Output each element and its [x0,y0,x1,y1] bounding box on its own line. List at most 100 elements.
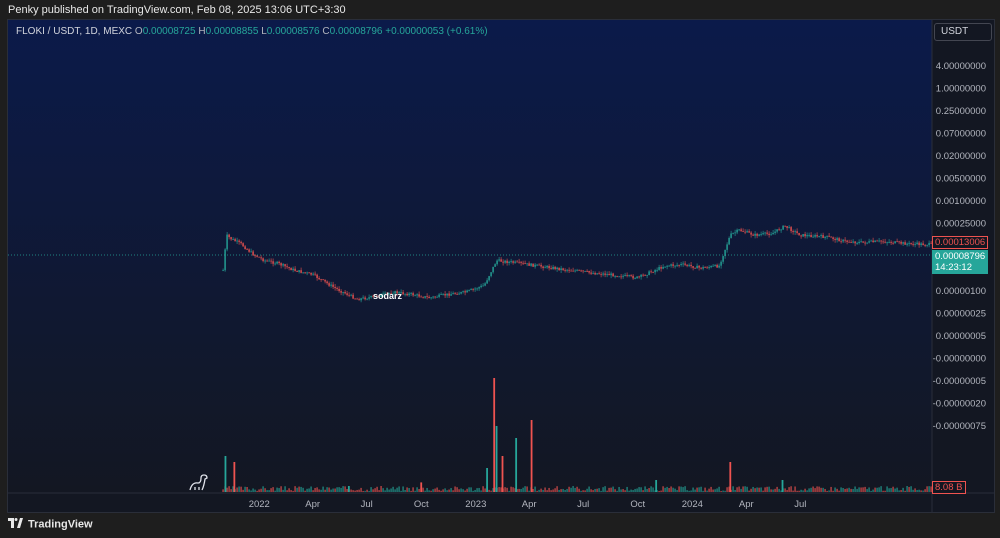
high-value: 0.00008855 [205,26,259,37]
candle-body [254,255,256,257]
candle-body [548,266,550,269]
volume-bar [316,487,318,492]
volume-bar [688,490,690,492]
volume-bar [804,488,806,492]
x-tick-label: Oct [630,499,645,510]
volume-bar [448,489,450,492]
volume-bar [462,489,464,492]
candle-body [418,294,420,297]
time-axis[interactable]: 2022 Apr Jul Oct 2023 Apr Jul Oct 2024 Apr Jul [249,499,807,510]
volume-bar [702,490,704,492]
candle-body [530,263,532,266]
volume-bar [680,486,682,492]
volume-bar [406,487,408,492]
volume-bar [296,487,298,492]
volume-bar [818,486,820,492]
candle-body [508,261,510,263]
candle-body [462,291,464,293]
brand-label: TradingView [28,518,93,531]
volume-bar [918,489,920,492]
y-tick-label: -0.00000000 [933,354,986,365]
candle-body [600,273,602,275]
volume-bar [650,486,652,492]
volume-bar [872,489,874,492]
volume-bar [636,488,638,492]
candle-body [662,267,664,269]
candle-body [266,260,268,262]
volume-bar [376,486,378,492]
candle-body [614,275,616,277]
volume-bar [354,490,356,492]
candle-body [516,261,518,263]
currency-button[interactable]: USDT [934,23,992,41]
volume-bar [474,489,476,492]
dino-icon [189,474,208,491]
volume-bar [532,488,534,492]
candle-body [624,275,626,276]
volume-bar [570,487,572,492]
candle-body [338,288,340,292]
volume-layer [222,378,932,492]
candle-body [496,260,498,265]
volume-bar [548,487,550,492]
candle-body [874,240,876,243]
volume-bar [740,488,742,492]
volume-bar [550,490,552,492]
volume-bar [692,487,694,492]
candle-body [726,244,728,250]
volume-bar [644,486,646,492]
volume-bar [734,489,736,492]
candle-body [252,251,254,256]
candle-body [754,233,756,236]
candle-body [760,234,762,236]
candle-body [324,279,326,282]
candle-body [858,241,860,243]
volume-bar [868,487,870,492]
candle-body [238,240,240,242]
volume-bar [584,490,586,492]
candle-body [738,229,740,231]
volume-bar [678,486,680,492]
volume-bar [318,489,320,492]
chart-frame[interactable]: 4.00000000 1.00000000 0.25000000 0.07000000… [7,19,995,513]
volume-bar [666,486,668,492]
candle-body [800,235,802,237]
candle-body [260,257,262,259]
volume-bar [350,489,352,492]
candle-body [740,229,742,232]
candle-body [290,268,292,271]
volume-bar [874,487,876,492]
volume-bar [516,489,518,492]
candle-body [494,264,496,267]
volume-bar [442,489,444,492]
volume-bar [226,487,228,492]
volume-bar [336,487,338,492]
candle-body [460,292,462,294]
volume-bar [714,489,716,492]
candle-body [498,259,500,261]
volume-bar [606,490,608,492]
volume-bar [466,488,468,492]
volume-bar [540,488,542,492]
candle-body [478,287,480,289]
candle-body [896,241,898,243]
volume-bar [396,487,398,492]
volume-bar [484,488,486,492]
volume-bar [882,490,884,492]
candle-body [686,264,688,266]
candle-body [852,241,854,243]
volume-bar [246,486,248,492]
chart-canvas[interactable]: 4.00000000 1.00000000 0.25000000 0.07000000… [8,20,994,512]
candle-body [904,242,906,245]
volume-bar [752,486,754,492]
volume-bar [820,487,822,492]
candle-body [810,234,812,238]
candle-body [588,271,590,273]
volume-bar [846,488,848,492]
candle-body [534,264,536,267]
volume-bar [526,486,528,492]
candle-body [828,235,830,237]
brand-footer[interactable]: TradingView [8,518,93,531]
volume-bar [380,486,382,492]
volume-bar [776,486,778,492]
